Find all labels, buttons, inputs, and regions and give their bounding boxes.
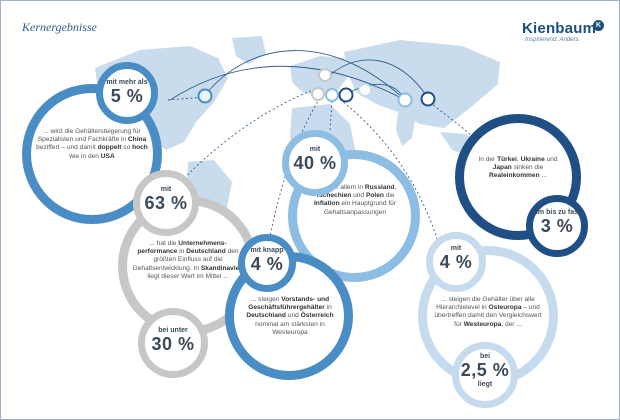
skandinavien-value-badge: bei unter 30 %: [138, 308, 208, 378]
deutschland-text: ... hat die Unternehmens-performance in …: [132, 240, 244, 280]
vorstand-value-badge: mit knapp 4 %: [238, 234, 296, 292]
map-marker-usa: [197, 88, 213, 104]
vorstand-label: mit knapp: [250, 247, 284, 254]
map-greenland: [232, 36, 266, 64]
china-value: 5 %: [110, 86, 144, 106]
russland-value: 40 %: [293, 153, 337, 173]
skandinavien-label: bei unter: [158, 327, 188, 334]
deutschland-value-badge: mit 63 %: [133, 170, 199, 236]
connector-russland: [329, 99, 333, 131]
tuerkei-label: um bis zu fast: [533, 209, 581, 216]
map-marker-china: [397, 92, 413, 108]
osteuropa-value: 4 %: [439, 252, 473, 272]
connector-deutschland: [174, 87, 319, 189]
vorstand-value: 4 %: [250, 254, 284, 274]
flight-arc-3: [329, 59, 429, 99]
china-label: mit mehr als: [106, 79, 148, 86]
westeuropa-value-badge: bei 2,5 % liegt: [452, 342, 518, 408]
map-marker-germany: [325, 88, 339, 102]
map-india: [396, 112, 416, 146]
tuerkei-text: In der Türkei, Ukraine und Japan sinken …: [478, 156, 558, 180]
russland-text: ... ist vor allem in Russland, Tschechie…: [313, 184, 397, 216]
logo-mark: K: [593, 20, 604, 31]
russland-value-badge: mit 40 %: [282, 130, 348, 196]
map-marker-west-europe: [318, 68, 332, 82]
vorstand-text: ... steigen Vorstands- und Geschäftsführ…: [246, 296, 334, 336]
map-marker-scandinavia: [311, 87, 325, 101]
westeuropa-label: bei: [479, 353, 491, 360]
osteuropa-value-badge: mit 4 %: [426, 232, 486, 292]
deutschland-value: 63 %: [144, 193, 188, 213]
map-marker-east-europe: [358, 83, 372, 97]
deutschland-label: mit: [160, 186, 172, 193]
kienbaum-logo: Kienbaum Inspirierend. Anders. K: [522, 20, 604, 43]
page-title: Kernergebnisse: [22, 20, 97, 34]
skandinavien-value: 30 %: [151, 334, 195, 354]
china-text: ... wird die Gehältersteigerung für Spez…: [36, 128, 148, 160]
westeuropa-value: 2,5 %: [460, 360, 510, 380]
tuerkei-value-badge: um bis zu fast 3 %: [526, 195, 588, 257]
map-marker-japan: [420, 91, 436, 107]
tuerkei-value: 3 %: [540, 216, 574, 236]
osteuropa-label: mit: [450, 245, 462, 252]
map-marker-russia: [338, 87, 354, 103]
flight-arc-1: [204, 50, 406, 101]
westeuropa-suffix: liegt: [477, 381, 493, 388]
osteuropa-text: ... steigen die Gehälter über alle Hiera…: [434, 296, 542, 328]
logo-name: Kienbaum: [522, 20, 597, 37]
china-value-badge: mit mehr als 5 %: [96, 62, 158, 124]
connector-china: [167, 96, 206, 101]
russland-label: mit: [309, 146, 321, 153]
logo-tagline: Inspirierend. Anders.: [525, 37, 581, 43]
